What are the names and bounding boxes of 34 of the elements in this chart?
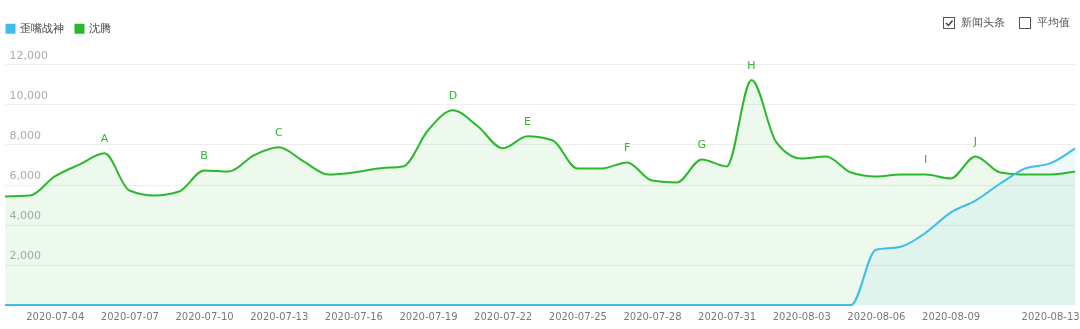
x-tick-label: 2020-07-22	[474, 310, 533, 322]
x-tick-label: 2020-07-19	[399, 310, 458, 322]
y-tick-label: 8,000	[9, 128, 41, 142]
x-tick-label: 2020-07-25	[548, 310, 607, 322]
annotation: C	[274, 126, 283, 140]
y-tick-label: 10,000	[9, 88, 48, 102]
annotation: G	[697, 138, 707, 152]
annotation: E	[524, 115, 532, 129]
annotation: D	[448, 89, 458, 103]
legend-label: 沈腾	[89, 21, 111, 35]
x-tick-label: 2020-08-09	[922, 310, 981, 322]
x-tick-label: 2020-07-13	[250, 310, 309, 322]
text: 新闻头条	[961, 15, 1005, 30]
x-tick-label: 2020-08-06	[847, 310, 906, 322]
y-tick-label: 12,000	[9, 48, 48, 62]
annotation: H	[747, 59, 756, 73]
x-tick-label: 2020-07-16	[324, 310, 383, 322]
text: 平均值	[1037, 15, 1070, 30]
annotation: A	[100, 132, 109, 146]
annotation: F	[623, 141, 631, 155]
annotation: J	[972, 135, 978, 149]
legend-label: 歪嘴战神	[20, 21, 64, 35]
y-tick-label: 2,000	[9, 249, 41, 263]
x-tick-label: 2020-07-28	[623, 310, 682, 322]
annotation: I	[924, 153, 928, 167]
y-tick-label: 4,000	[9, 209, 41, 223]
x-tick-label: 2020-07-04	[26, 310, 85, 322]
annotation: B	[200, 149, 208, 163]
x-tick-label: 2020-08-03	[772, 310, 831, 322]
y-tick-label: 6,000	[9, 169, 41, 182]
x-tick-label: 2020-07-10	[175, 310, 234, 322]
x-tick-label: 2020-07-07	[100, 310, 159, 322]
x-tick-label: 2020-08-13	[1021, 310, 1080, 322]
x-tick-label: 2020-07-31	[698, 310, 757, 322]
